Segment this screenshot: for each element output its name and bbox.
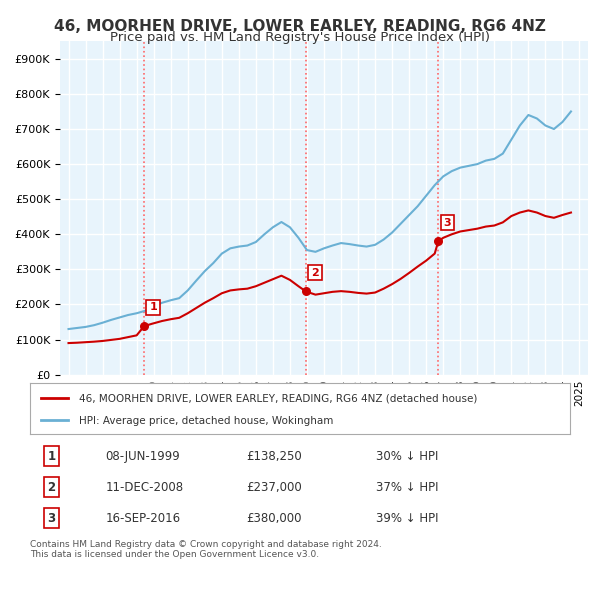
Text: 46, MOORHEN DRIVE, LOWER EARLEY, READING, RG6 4NZ: 46, MOORHEN DRIVE, LOWER EARLEY, READING…: [54, 19, 546, 34]
Text: 1: 1: [47, 450, 56, 463]
Point: [139, 322, 149, 331]
Point: [301, 287, 311, 296]
Text: 2: 2: [47, 481, 56, 494]
Text: 2: 2: [311, 268, 319, 278]
Text: 3: 3: [47, 512, 56, 525]
Text: 30% ↓ HPI: 30% ↓ HPI: [376, 450, 438, 463]
Text: 39% ↓ HPI: 39% ↓ HPI: [376, 512, 438, 525]
Text: HPI: Average price, detached house, Wokingham: HPI: Average price, detached house, Woki…: [79, 415, 333, 425]
Text: 1: 1: [149, 302, 157, 312]
Text: £237,000: £237,000: [246, 481, 302, 494]
Text: Price paid vs. HM Land Registry's House Price Index (HPI): Price paid vs. HM Land Registry's House …: [110, 31, 490, 44]
Text: 16-SEP-2016: 16-SEP-2016: [106, 512, 181, 525]
Point: [433, 237, 443, 246]
Text: £138,250: £138,250: [246, 450, 302, 463]
Text: 3: 3: [443, 218, 451, 228]
Text: 08-JUN-1999: 08-JUN-1999: [106, 450, 181, 463]
Text: 37% ↓ HPI: 37% ↓ HPI: [376, 481, 438, 494]
Text: 46, MOORHEN DRIVE, LOWER EARLEY, READING, RG6 4NZ (detached house): 46, MOORHEN DRIVE, LOWER EARLEY, READING…: [79, 394, 477, 404]
Text: Contains HM Land Registry data © Crown copyright and database right 2024.
This d: Contains HM Land Registry data © Crown c…: [30, 540, 382, 559]
Text: £380,000: £380,000: [246, 512, 302, 525]
Text: 11-DEC-2008: 11-DEC-2008: [106, 481, 184, 494]
